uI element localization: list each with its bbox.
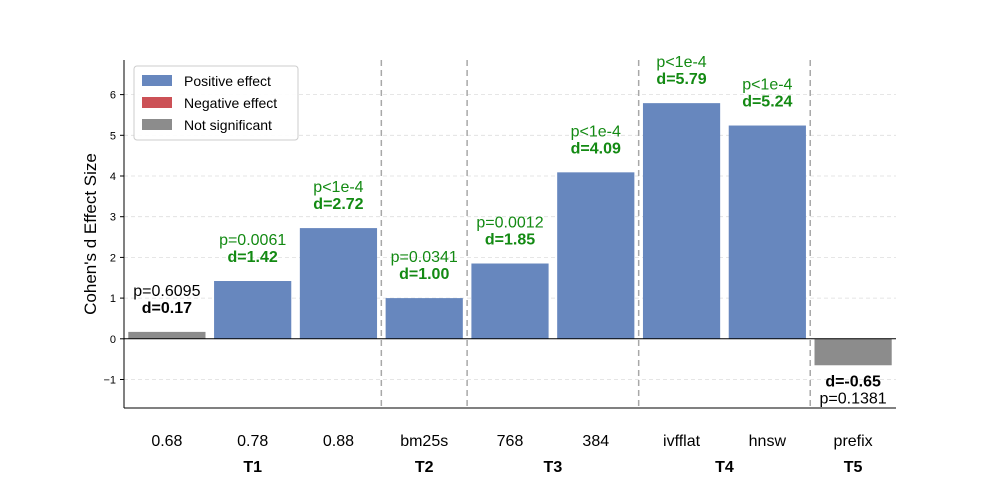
group-label: T2 <box>415 459 434 476</box>
d-value-label: d=1.42 <box>228 249 278 266</box>
bar-768 <box>471 263 549 339</box>
bars <box>128 103 892 366</box>
bar-0.88 <box>299 228 378 339</box>
d-value-label: d=5.79 <box>656 71 706 88</box>
bar-0.78 <box>214 281 292 339</box>
bar-bm25s <box>385 298 463 339</box>
d-value-label: d=-0.65 <box>825 373 881 390</box>
y-tick-label: 1 <box>110 293 116 305</box>
x-tick-label: hnsw <box>749 433 787 450</box>
group-separators <box>380 60 811 408</box>
legend-label: Positive effect <box>184 73 271 89</box>
d-value-label: d=1.85 <box>485 232 535 249</box>
x-tick-label: ivfflat <box>663 433 701 450</box>
legend-box <box>133 65 299 141</box>
legend-swatch <box>142 75 172 86</box>
d-value-label: d=2.72 <box>313 196 363 213</box>
legend: Positive effect Negative effect Not signif… <box>133 65 299 141</box>
d-value-label: d=0.17 <box>142 300 192 317</box>
p-value-label: p=0.6095 <box>133 283 200 300</box>
p-value-label: p=0.0341 <box>391 249 458 266</box>
d-value-label: d=4.09 <box>571 140 621 157</box>
x-tick-label: 0.68 <box>151 433 182 450</box>
x-tick-labels: 0.68 0.78 0.88 bm25s 768 384 ivfflat hnsw prefix… <box>151 433 872 476</box>
y-tick-label: 3 <box>110 212 116 224</box>
bar-hnsw <box>728 125 806 339</box>
d-value-label: d=1.00 <box>399 266 449 283</box>
x-tick-label: bm25s <box>400 433 448 450</box>
y-tick-label: 5 <box>110 130 116 142</box>
legend-label: Negative effect <box>184 95 277 111</box>
legend-swatch <box>142 119 172 130</box>
bar-annotations: p=0.6095d=0.17p=0.0061d=1.42p<1e-4d=2.72… <box>133 54 887 407</box>
group-label: T3 <box>544 459 563 476</box>
y-tick-label: 2 <box>110 252 116 264</box>
bar-0.68 <box>128 331 206 339</box>
axes: Cohen's d Effect Size −1 0 1 2 3 4 5 6 <box>81 60 896 409</box>
p-value-label: p<1e-4 <box>313 179 363 196</box>
legend-label: Not significant <box>184 117 272 133</box>
bar-prefix <box>814 338 892 366</box>
x-tick-label: 0.78 <box>237 433 268 450</box>
x-tick-label: 0.88 <box>323 433 354 450</box>
group-label: T5 <box>844 459 863 476</box>
p-value-label: p<1e-4 <box>571 123 621 140</box>
p-value-label: p=0.0012 <box>476 215 543 232</box>
d-value-label: d=5.24 <box>742 94 792 111</box>
y-axis-label: Cohen's d Effect Size <box>81 153 100 315</box>
group-label: T4 <box>715 459 734 476</box>
y-tick-label: −1 <box>103 375 116 387</box>
y-tick-label: 4 <box>110 171 116 183</box>
p-value-label: p<1e-4 <box>742 77 792 94</box>
y-tick-label: 6 <box>110 90 116 102</box>
bar-384 <box>557 172 635 339</box>
legend-swatch <box>142 97 172 108</box>
group-label: T1 <box>243 459 262 476</box>
x-tick-label: 768 <box>497 433 524 450</box>
y-tick-label: 0 <box>110 334 116 346</box>
x-tick-label: 384 <box>582 433 609 450</box>
p-value-label: p=0.1381 <box>820 390 887 407</box>
bar-ivfflat <box>642 103 721 339</box>
p-value-label: p<1e-4 <box>656 54 706 71</box>
p-value-label: p=0.0061 <box>219 232 286 249</box>
x-tick-label: prefix <box>834 433 873 450</box>
